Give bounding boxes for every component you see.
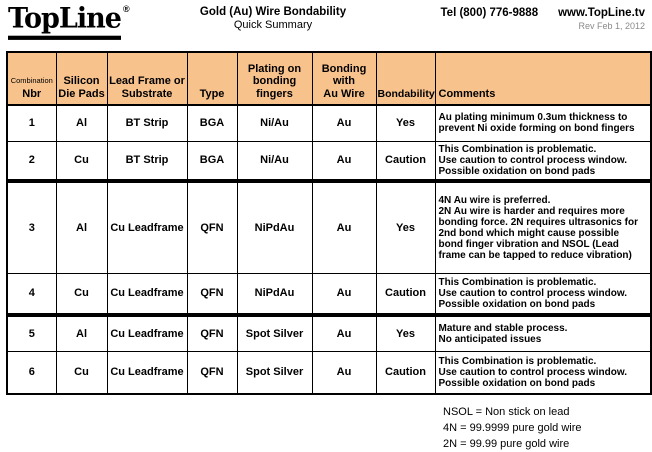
cell-comments: This Combination is problematic. Use cau… — [434, 273, 652, 314]
cell-bondability: Caution — [375, 140, 436, 180]
col-header-lead-frame: Lead Frame or Substrate — [106, 51, 188, 106]
cell-wire: Au — [311, 140, 377, 180]
col-header-silicon-die-pads: Silicon Die Pads — [55, 51, 108, 106]
cell-lead-frame: BT Strip — [106, 140, 188, 180]
col-header-comments: Comments — [434, 51, 652, 106]
registered-trademark-icon: ® — [122, 4, 130, 14]
cell-bondability: Yes — [375, 104, 436, 142]
cell-plating: Spot Silver — [236, 315, 313, 352]
col-header-plating: Plating on bonding fingers — [236, 51, 313, 106]
table-row-1: 1 Al BT Strip BGA Ni/Au Au Yes Au platin… — [6, 104, 652, 142]
cell-lead-frame: Cu Leadframe — [106, 351, 188, 394]
cell-die-pads: Cu — [55, 140, 108, 180]
cell-die-pads: Al — [55, 315, 108, 352]
cell-die-pads: Al — [55, 181, 108, 274]
page-title: Gold (Au) Wire Bondability — [199, 6, 347, 18]
topline-logo: TopLine ® — [8, 2, 130, 40]
col-header-bonding-wire: Bonding with Au Wire — [311, 51, 377, 106]
cell-comments: This Combination is problematic. Use cau… — [434, 140, 652, 180]
col-header-bondability: Bondability — [375, 51, 436, 106]
cell-type: BGA — [186, 140, 238, 180]
table-row-4: 4 Cu Cu Leadframe QFN NiPdAu Au Caution … — [6, 273, 652, 314]
table-row-3: 3 Al Cu Leadframe QFN NiPdAu Au Yes 4N A… — [6, 181, 652, 274]
cell-wire: Au — [311, 315, 377, 352]
cell-type: QFN — [186, 273, 238, 314]
cell-die-pads: Cu — [55, 273, 108, 314]
cell-wire: Au — [311, 181, 377, 274]
cell-combination-nbr: 4 — [6, 273, 57, 314]
table-row-2: 2 Cu BT Strip BGA Ni/Au Au Caution This … — [6, 140, 652, 180]
table-row-6: 6 Cu Cu Leadframe QFN Spot Silver Au Cau… — [6, 351, 652, 394]
section-separator — [6, 178, 652, 183]
cell-combination-nbr: 3 — [6, 181, 57, 274]
col-header-type: Type — [186, 51, 238, 106]
cell-plating: NiPdAu — [236, 273, 313, 314]
cell-comments: Au plating minimum 0.3um thickness to pr… — [434, 104, 652, 142]
cell-combination-nbr: 5 — [6, 315, 57, 352]
cell-bondability: Caution — [375, 351, 436, 394]
table-row-5: 5 Al Cu Leadframe QFN Spot Silver Au Yes… — [6, 315, 652, 352]
cell-type: BGA — [186, 104, 238, 142]
contact-block: Tel (800) 776-9888 www.TopLine.tv Rev Fe… — [441, 7, 646, 31]
cell-wire: Au — [311, 104, 377, 142]
cell-wire: Au — [311, 273, 377, 314]
section-separator — [6, 312, 652, 317]
page-subtitle: Quick Summary — [233, 19, 313, 31]
cell-die-pads: Al — [55, 104, 108, 142]
cell-lead-frame: BT Strip — [106, 104, 188, 142]
website-url: www.TopLine.tv — [558, 7, 645, 19]
cell-comments: Mature and stable process. No anticipate… — [434, 315, 652, 352]
footnote-nsol: NSOL = Non stick on lead — [443, 406, 570, 418]
cell-plating: Ni/Au — [236, 104, 313, 142]
cell-comments: 4N Au wire is preferred. 2N Au wire is h… — [434, 181, 652, 274]
bondability-table: Combination Nbr Silicon Die Pads Lead Fr… — [6, 51, 652, 395]
footnotes: NSOL = Non stick on lead 4N = 99.9999 pu… — [443, 404, 582, 452]
cell-type: QFN — [186, 181, 238, 274]
cell-bondability: Caution — [375, 273, 436, 314]
cell-combination-nbr: 2 — [6, 140, 57, 180]
cell-bondability: Yes — [375, 315, 436, 352]
phone-number: Tel (800) 776-9888 — [440, 7, 539, 19]
cell-wire: Au — [311, 351, 377, 394]
document-title-block: Gold (Au) Wire Bondability Quick Summary — [200, 6, 346, 31]
col-header-combination-nbr: Combination Nbr — [6, 51, 57, 106]
logo-wordmark: TopLine — [8, 2, 122, 40]
cell-lead-frame: Cu Leadframe — [106, 181, 188, 274]
cell-plating: Spot Silver — [236, 351, 313, 394]
footnote-4n: 4N = 99.9999 pure gold wire — [443, 422, 582, 434]
cell-plating: NiPdAu — [236, 181, 313, 274]
cell-plating: Ni/Au — [236, 140, 313, 180]
cell-type: QFN — [186, 351, 238, 394]
cell-lead-frame: Cu Leadframe — [106, 315, 188, 352]
cell-combination-nbr: 1 — [6, 104, 57, 142]
cell-comments: This Combination is problematic. Use cau… — [434, 351, 652, 394]
cell-type: QFN — [186, 315, 238, 352]
footnote-2n: 2N = 99.99 pure gold wire — [443, 438, 570, 450]
cell-combination-nbr: 6 — [6, 351, 57, 394]
cell-bondability: Yes — [375, 181, 436, 274]
table-header-row: Combination Nbr Silicon Die Pads Lead Fr… — [6, 51, 652, 106]
cell-lead-frame: Cu Leadframe — [106, 273, 188, 314]
revision-date: Rev Feb 1, 2012 — [578, 21, 645, 31]
cell-die-pads: Cu — [55, 351, 108, 394]
